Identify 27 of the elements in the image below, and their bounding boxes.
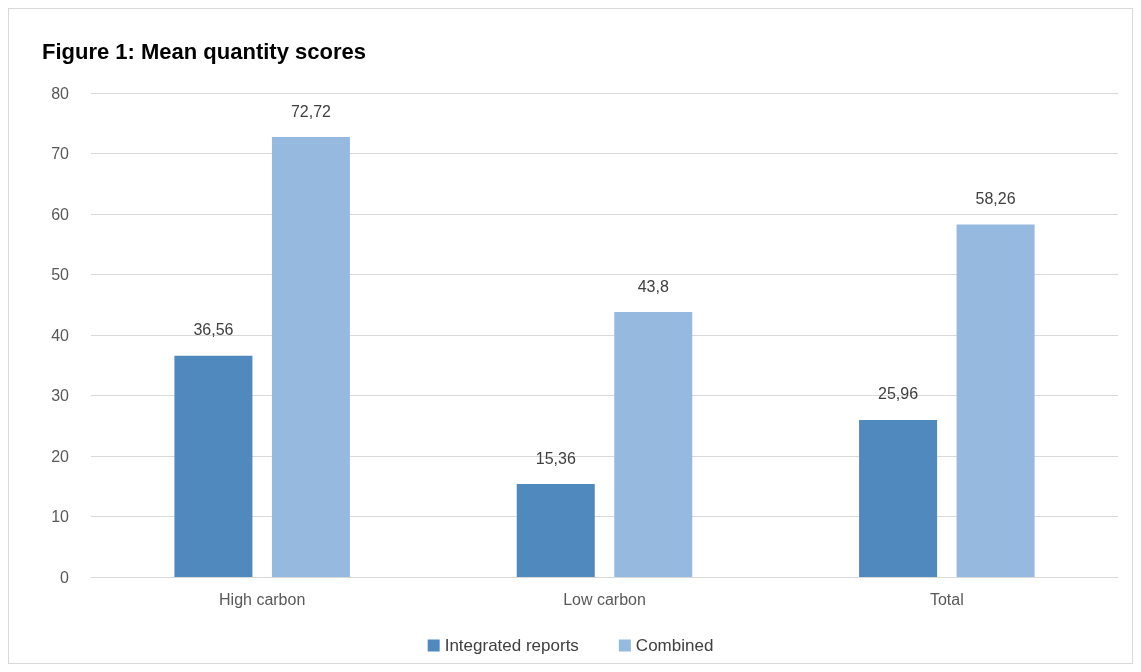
bar <box>174 355 253 577</box>
data-label: 72,72 <box>290 102 332 120</box>
y-tick-label: 10 <box>51 508 70 525</box>
bar <box>271 137 350 577</box>
legend-label: Combined <box>635 636 714 655</box>
data-label: 58,26 <box>975 190 1016 208</box>
y-tick-label: 60 <box>51 205 70 223</box>
y-tick-label: 40 <box>51 326 70 344</box>
chart-title: Figure 1: Mean quantity scores <box>42 38 366 64</box>
data-label: 25,96 <box>878 385 919 403</box>
y-tick-label: 80 <box>51 84 70 102</box>
data-label: 36,56 <box>193 321 234 339</box>
bar <box>614 312 693 577</box>
data-label: 15,36 <box>535 449 576 467</box>
bar <box>516 484 595 577</box>
x-tick-label: Low carbon <box>563 590 646 608</box>
y-tick-label: 30 <box>51 387 70 404</box>
bar <box>859 419 938 577</box>
y-tick-label: 0 <box>60 568 70 586</box>
y-tick-label: 20 <box>51 447 70 465</box>
y-tick-label: 70 <box>51 145 70 162</box>
x-tick-label: Total <box>929 590 964 608</box>
data-label: 43,8 <box>637 277 669 295</box>
y-tick-label: 50 <box>51 266 70 283</box>
legend-label: Integrated reports <box>444 636 579 655</box>
x-tick-label: High carbon <box>219 590 306 608</box>
bar <box>956 224 1035 577</box>
